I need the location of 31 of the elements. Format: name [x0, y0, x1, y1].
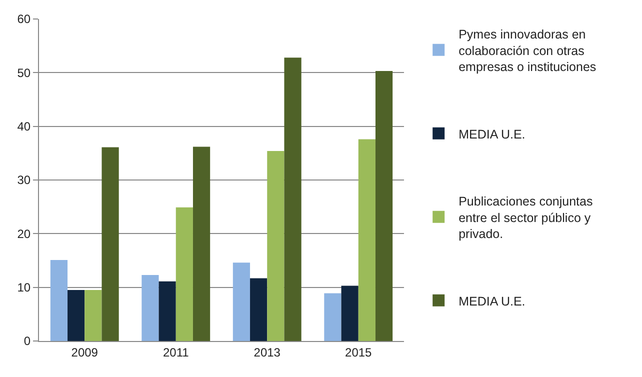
bar: [50, 260, 68, 341]
bar: [102, 147, 119, 341]
bar: [176, 207, 193, 341]
bar: [341, 286, 358, 341]
bar: [68, 290, 85, 341]
bar: [84, 290, 102, 341]
legend-label: MEDIA U.E.: [458, 127, 526, 142]
bar: [250, 278, 268, 341]
y-tick-label: 60: [17, 12, 31, 26]
bar: [358, 139, 376, 341]
y-tick-label: 20: [17, 226, 31, 241]
legend-label: MEDIA U.E.: [458, 294, 526, 308]
bar: [284, 58, 302, 341]
legend-label: Publicaciones conjuntas entre el sector público y privado.: [458, 194, 593, 241]
x-tick-label: 2009: [71, 345, 98, 360]
x-tick-label: 2015: [345, 345, 372, 360]
bar: [158, 281, 176, 341]
y-tick-label: 0: [24, 334, 31, 348]
x-tick-label: 2011: [162, 345, 190, 360]
bar: [232, 262, 250, 341]
y-tick-label: 10: [17, 280, 31, 295]
bar: [324, 293, 342, 341]
x-tick-label: 2013: [254, 345, 281, 360]
y-tick-label: 30: [17, 173, 31, 188]
bar: [375, 71, 393, 341]
y-tick-label: 40: [17, 120, 31, 134]
bar: [267, 151, 284, 341]
bar: [192, 146, 210, 341]
y-tick-label: 50: [17, 66, 31, 80]
bar: [142, 274, 159, 341]
legend-label: Pymes innovadoras en colaboración con otras empresas o instituciones: [458, 28, 596, 74]
